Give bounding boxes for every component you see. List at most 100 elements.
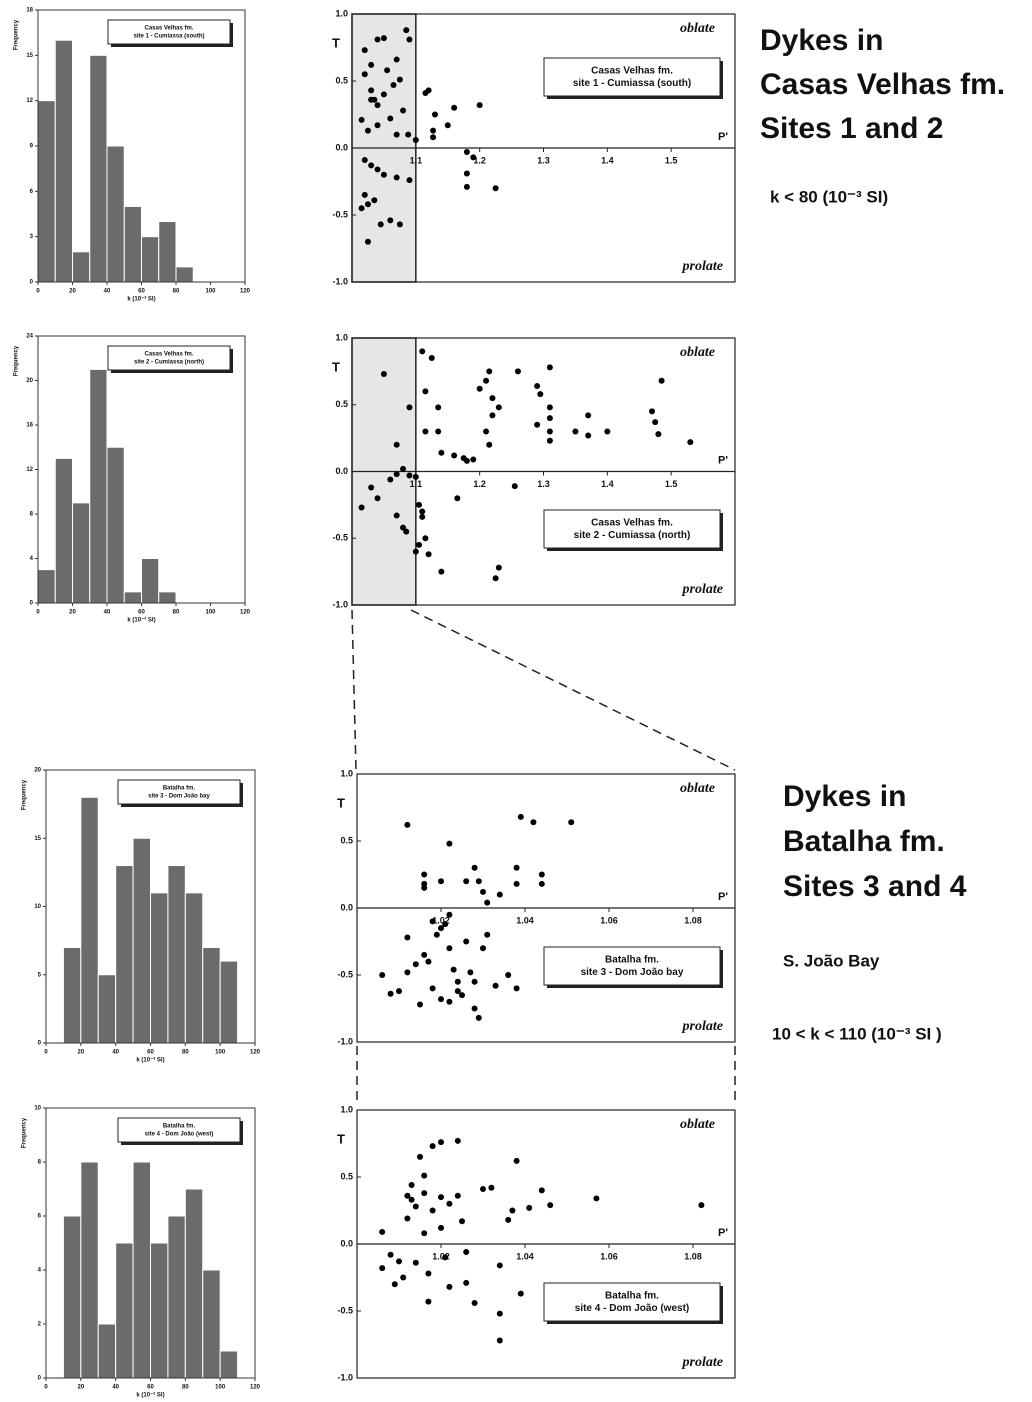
- point: [390, 82, 397, 89]
- y-tick-label: -1.0: [337, 1372, 353, 1382]
- point: [374, 122, 381, 129]
- point: [374, 36, 381, 43]
- y-axis-label: T: [332, 35, 340, 50]
- region-label: prolate: [682, 259, 723, 274]
- point: [513, 864, 520, 871]
- point: [463, 149, 470, 156]
- point: [422, 388, 429, 395]
- point: [480, 1186, 486, 1193]
- point: [446, 998, 453, 1005]
- legend-text: Batalha fm.: [163, 1124, 196, 1130]
- y-axis-label: Frequency: [14, 345, 20, 376]
- point: [416, 541, 423, 548]
- point: [537, 391, 544, 398]
- bar: [132, 837, 151, 1044]
- point: [374, 166, 381, 173]
- x-tick-label: 100: [205, 289, 216, 295]
- x-axis-label: k (10⁻³ SI): [127, 296, 155, 303]
- bar: [141, 236, 160, 283]
- legend-box: [117, 779, 241, 805]
- legend-text: site 4 - Dom João (west): [575, 1303, 689, 1314]
- point: [496, 891, 503, 898]
- y-axis-label: T: [332, 359, 340, 374]
- point: [459, 992, 465, 999]
- y-axis-label: Frequency: [22, 1117, 28, 1148]
- bar: [97, 1323, 117, 1379]
- plot-frame: [351, 13, 736, 283]
- bar: [202, 946, 221, 1044]
- point: [451, 104, 458, 111]
- point: [486, 368, 493, 375]
- point: [546, 415, 553, 422]
- point: [422, 90, 429, 97]
- y-tick-label: 6: [38, 1214, 42, 1220]
- region-label: oblate: [680, 781, 715, 796]
- legend-text: site 1 - Cumiassa (south): [573, 78, 691, 89]
- point: [480, 945, 486, 952]
- point: [406, 472, 413, 479]
- y-tick-label: 15: [34, 836, 41, 842]
- legend-text: site 2 - Cumiassa (north): [134, 360, 204, 366]
- point: [412, 961, 419, 968]
- x-tick-label: 1.08: [684, 915, 702, 925]
- point: [585, 412, 592, 419]
- point: [419, 508, 426, 515]
- point: [513, 985, 520, 992]
- point: [377, 221, 384, 228]
- point: [463, 1279, 470, 1286]
- legend-text: site 3 - Dom João bay: [581, 967, 684, 978]
- point: [585, 432, 592, 439]
- point: [454, 1192, 461, 1199]
- bar: [219, 1350, 239, 1379]
- x-tick-label: 40: [112, 1050, 119, 1056]
- x-axis-label: P': [718, 891, 728, 903]
- point: [517, 813, 524, 820]
- point: [444, 122, 451, 129]
- x-tick-label: 60: [138, 289, 145, 295]
- x-tick-label: 0: [36, 289, 40, 295]
- x-axis-label: P': [718, 1227, 728, 1239]
- x-tick-label: 40: [104, 610, 111, 616]
- point: [393, 131, 400, 138]
- point: [446, 1200, 453, 1207]
- x-tick-label: 120: [250, 1385, 261, 1391]
- bar: [123, 205, 142, 283]
- point: [446, 840, 453, 847]
- bar: [132, 1161, 151, 1379]
- x-tick-label: 1.02: [432, 915, 450, 925]
- y-tick-label: 15: [26, 53, 33, 59]
- y-tick-label: 8: [30, 512, 34, 518]
- y-tick-label: 2: [38, 1322, 42, 1328]
- group-title: Casas Velhas fm.: [760, 68, 1005, 101]
- point: [405, 131, 412, 138]
- point: [471, 864, 478, 871]
- bar: [184, 1188, 204, 1379]
- x-tick-label: 1.1: [410, 479, 423, 489]
- point: [412, 1203, 419, 1210]
- point: [470, 154, 477, 161]
- x-tick-label: 0: [44, 1050, 48, 1056]
- point: [408, 1182, 415, 1189]
- bar: [37, 100, 56, 283]
- point: [484, 931, 491, 938]
- point: [393, 56, 400, 63]
- bar: [150, 892, 169, 1044]
- point: [505, 1216, 512, 1223]
- group-title: Batalha fm.: [783, 825, 945, 858]
- connector: [351, 609, 357, 771]
- point: [509, 1207, 516, 1214]
- y-tick-label: 20: [26, 378, 33, 384]
- point: [511, 483, 518, 490]
- x-tick-label: 0: [44, 1385, 48, 1391]
- point: [454, 1137, 461, 1144]
- point: [459, 1218, 465, 1225]
- bar: [115, 865, 134, 1044]
- point: [572, 428, 579, 435]
- point: [417, 1001, 423, 1008]
- x-tick-label: 1.3: [537, 155, 550, 165]
- point: [687, 439, 694, 446]
- legend-box: [543, 57, 721, 97]
- x-axis-label: k (10⁻³ SI): [127, 617, 155, 624]
- group-title: Sites 3 and 4: [783, 870, 967, 903]
- plot-frame: [356, 773, 736, 1043]
